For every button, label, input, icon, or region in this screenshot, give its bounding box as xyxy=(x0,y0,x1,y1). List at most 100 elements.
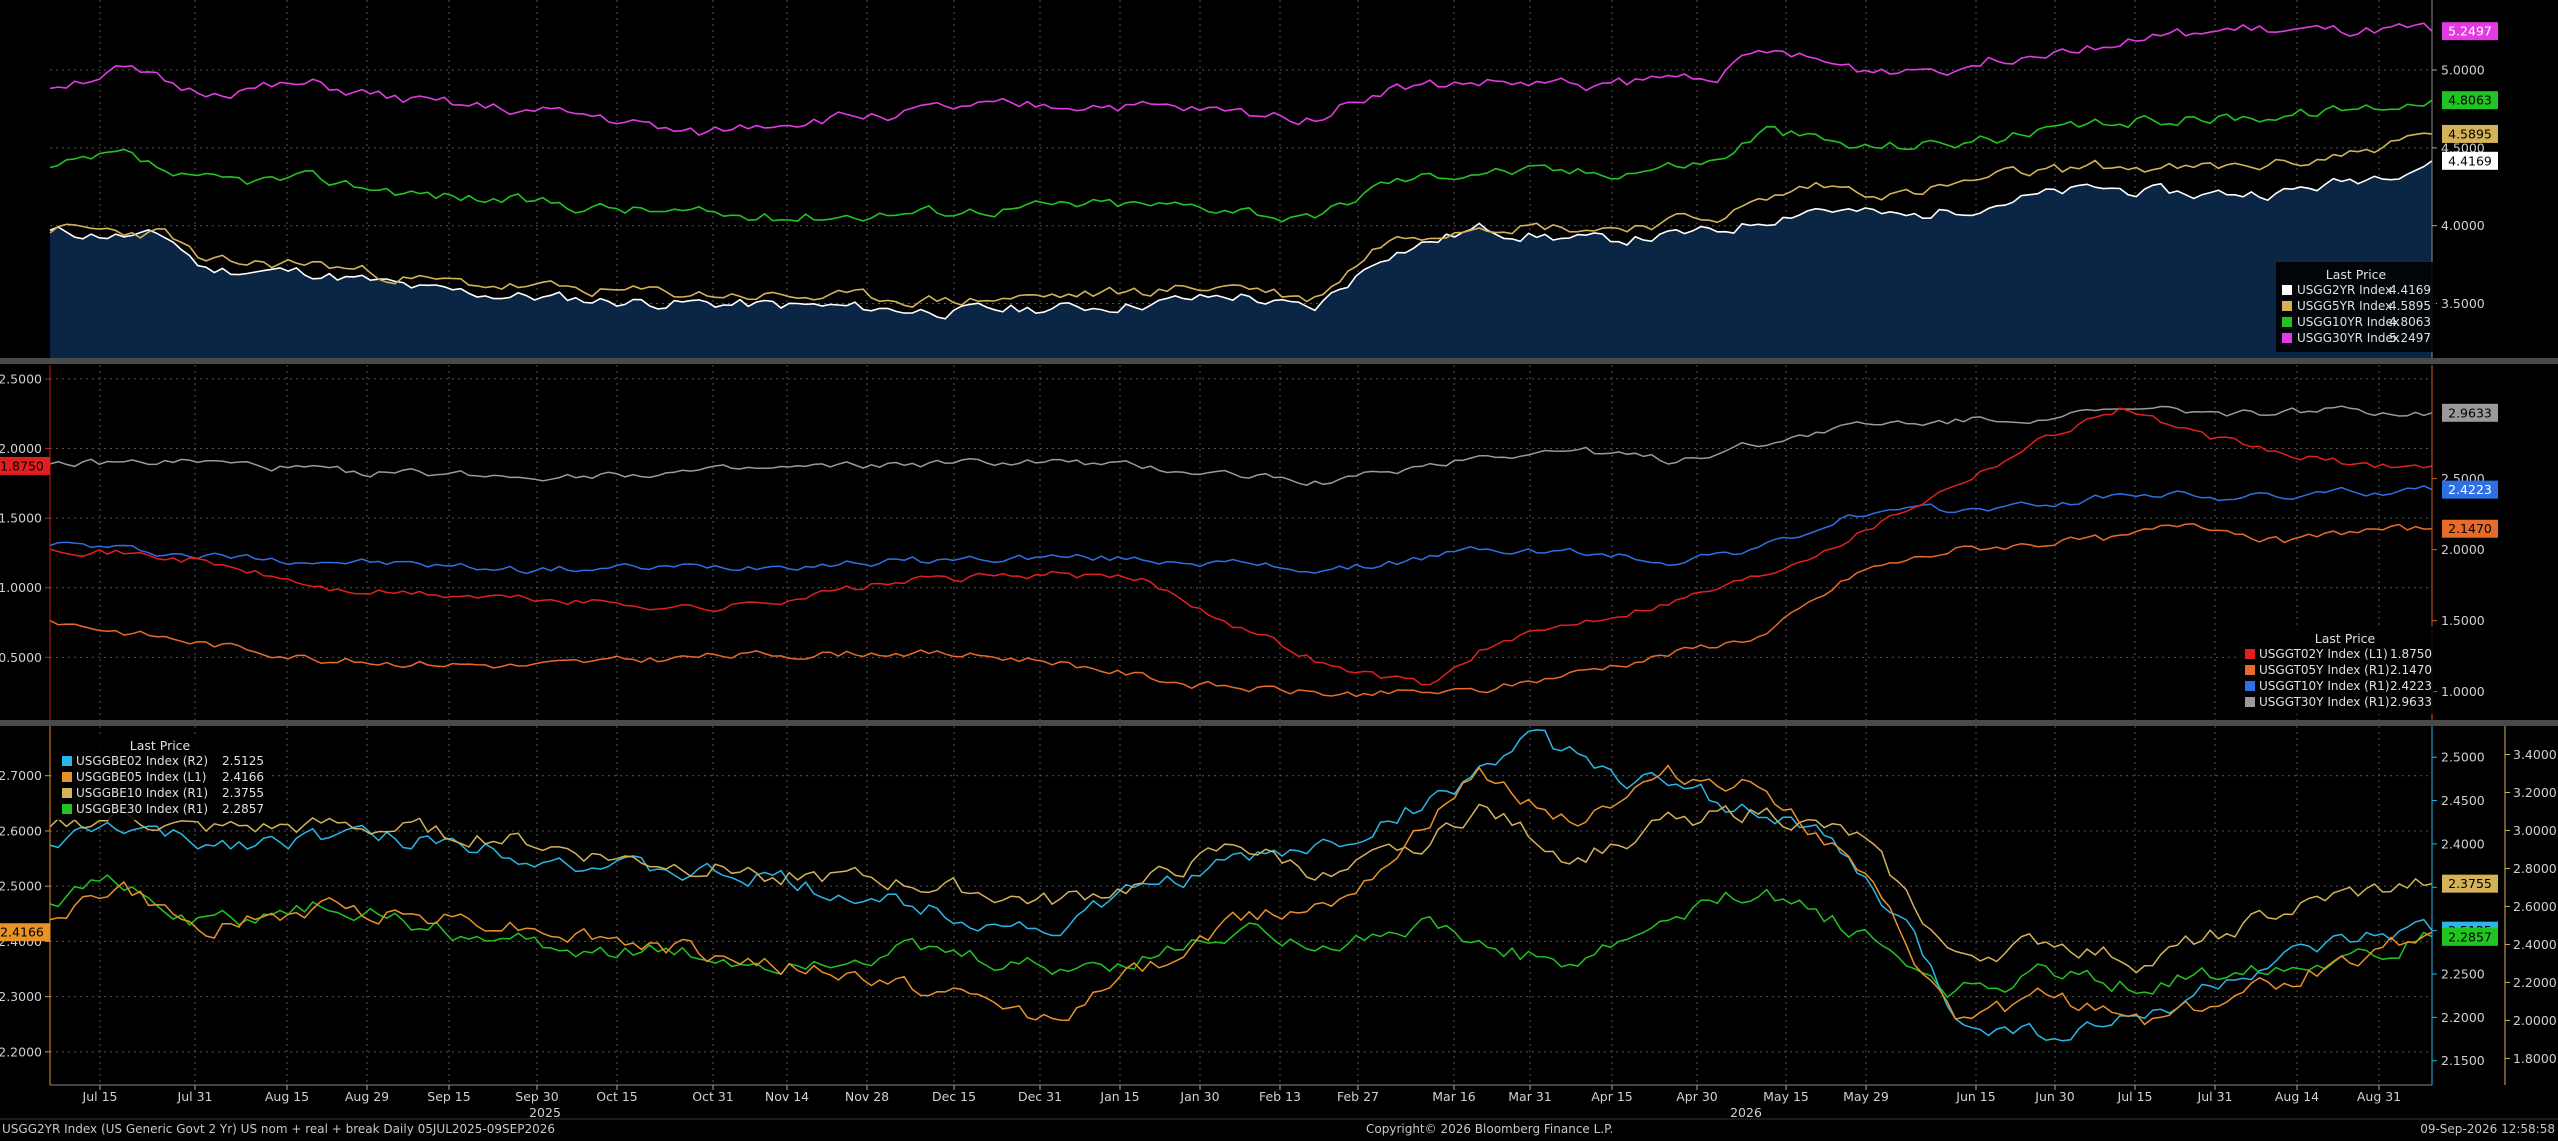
x-year-label: 2026 xyxy=(1730,1105,1762,1120)
svg-text:4.5895: 4.5895 xyxy=(2448,126,2492,141)
panel-divider[interactable] xyxy=(0,720,2558,726)
y-tick-label: 2.5000 xyxy=(0,371,42,386)
series-line-usggbe10-index[interactable] xyxy=(49,803,2433,974)
legend-value: 2.9633 xyxy=(2390,695,2432,709)
y-tick-label: 2.7000 xyxy=(0,768,42,783)
x-year-label: 2025 xyxy=(529,1105,561,1120)
x-tick-label: Jul 31 xyxy=(177,1089,213,1104)
footer: USGG2YR Index (US Generic Govt 2 Yr) US … xyxy=(0,1118,2558,1136)
y-tick-label: 2.8000 xyxy=(2513,861,2557,876)
value-tag-usggbe10-index: 2.3755 xyxy=(2442,874,2498,893)
x-tick-label: Apr 15 xyxy=(1591,1089,1633,1104)
series-line-usggt05y-index[interactable] xyxy=(49,523,2433,698)
y-tick-label: 3.5000 xyxy=(2441,296,2485,311)
y-tick-label: 4.0000 xyxy=(2441,218,2485,233)
series-line-usggbe05-index[interactable] xyxy=(49,764,2433,1026)
panel1-right-axis: 3.5000 4.0000 4.5000 5.0000 xyxy=(2432,63,2485,311)
y-tick-label: 4.5000 xyxy=(2441,140,2485,155)
x-tick-label: Aug 31 xyxy=(2357,1089,2401,1104)
y-tick-label: 2.3000 xyxy=(0,989,42,1004)
panel3-right-axis-r1: 1.8000 2.0000 2.2000 2.4000 2.6000 2.8000 3.00… xyxy=(2504,726,2557,1085)
legend-value: 2.2857 xyxy=(222,802,264,816)
panel-divider[interactable] xyxy=(0,358,2558,364)
x-tick-label: Feb 13 xyxy=(1259,1089,1301,1104)
usgg2yr-area-fill xyxy=(50,160,2432,358)
x-tick-label: Sep 30 xyxy=(515,1089,558,1104)
legend-value: 1.8750 xyxy=(2390,647,2432,661)
svg-text:4.8063: 4.8063 xyxy=(2448,93,2492,108)
series-line-usggt30y-index[interactable] xyxy=(49,405,2433,486)
value-tag-usgg5yr-index: 4.5895 xyxy=(2442,124,2498,143)
x-tick-label: May 29 xyxy=(1843,1089,1889,1104)
legend-swatch xyxy=(62,756,72,766)
x-tick-label: Jul 15 xyxy=(82,1089,118,1104)
legend-label: USGGBE30 Index (R1) xyxy=(76,802,208,816)
svg-text:2.1470: 2.1470 xyxy=(2448,521,2492,536)
x-tick-label: Jan 15 xyxy=(1099,1089,1139,1104)
value-tag-left-usggt02y-index: 1.8750 xyxy=(0,456,50,475)
y-tick-label: 1.0000 xyxy=(2441,684,2485,699)
y-tick-label: 1.5000 xyxy=(0,511,42,526)
x-tick-label: Nov 14 xyxy=(765,1089,809,1104)
y-tick-label: 2.6000 xyxy=(0,823,42,838)
x-tick-label: Jul 31 xyxy=(2197,1089,2233,1104)
x-tick-label: Jun 30 xyxy=(2034,1089,2074,1104)
y-tick-label: 0.5000 xyxy=(0,650,42,665)
legend-value: 2.4223 xyxy=(2390,679,2432,693)
grid-lines xyxy=(99,0,2380,1085)
legend-value: 4.8063 xyxy=(2389,315,2431,329)
value-tag-usgg2yr-index: 4.4169 xyxy=(2442,151,2498,170)
x-tick-label: Dec 31 xyxy=(1018,1089,1062,1104)
legend-value: 2.1470 xyxy=(2390,663,2432,677)
y-tick-label: 1.8000 xyxy=(2513,1051,2557,1066)
series-line-usgg5yr-index[interactable] xyxy=(49,132,2433,308)
y-tick-label: 5.0000 xyxy=(2441,63,2485,78)
x-tick-label: Aug 15 xyxy=(265,1089,309,1104)
x-tick-label: Nov 28 xyxy=(845,1089,889,1104)
series-line-usgg10yr-index[interactable] xyxy=(49,99,2433,223)
svg-text:4.4169: 4.4169 xyxy=(2448,153,2492,168)
x-tick-label: Jul 15 xyxy=(2117,1089,2153,1104)
x-tick-label: Oct 31 xyxy=(692,1089,734,1104)
x-tick-label: Oct 15 xyxy=(596,1089,638,1104)
legend-swatch xyxy=(2245,681,2255,691)
series-line-usgg2yr-index[interactable] xyxy=(49,160,2433,320)
series-line-usgg30yr-index[interactable] xyxy=(49,22,2433,137)
x-tick-label: Sep 15 xyxy=(427,1089,470,1104)
svg-text:5.2497: 5.2497 xyxy=(2448,24,2492,39)
y-tick-label: 2.0000 xyxy=(2441,542,2485,557)
y-tick-label: 2.5000 xyxy=(2441,750,2485,765)
y-tick-label: 1.5000 xyxy=(2441,613,2485,628)
legend-swatch xyxy=(62,772,72,782)
legend-title: Last Price xyxy=(130,738,191,753)
legend-title: Last Price xyxy=(2326,267,2387,282)
y-tick-label: 2.4000 xyxy=(2441,836,2485,851)
series-line-usggbe30-index[interactable] xyxy=(49,874,2433,999)
series-line-usggt10y-index[interactable] xyxy=(49,485,2433,575)
y-tick-label: 2.0000 xyxy=(2513,1013,2557,1028)
x-axis: Jul 15 Jul 31 Aug 15 Aug 29 Sep 15 Sep 30 Oct … xyxy=(50,1084,2432,1120)
value-tag-usgg10yr-index: 4.8063 xyxy=(2442,91,2498,110)
y-tick-label: 2.0000 xyxy=(0,441,42,456)
legend-swatch xyxy=(2245,697,2255,707)
svg-text:2.2857: 2.2857 xyxy=(2448,929,2492,944)
legend-value: 4.4169 xyxy=(2389,283,2431,297)
legend-swatch xyxy=(2282,285,2292,295)
legend-label: USGGBE02 Index (R2) xyxy=(76,754,208,768)
legend-swatch xyxy=(2245,649,2255,659)
legend-label: USGG5YR Index xyxy=(2297,299,2392,313)
legend-swatch xyxy=(2282,301,2292,311)
legend-label: USGG10YR Index xyxy=(2297,315,2400,329)
legend-value: 2.5125 xyxy=(222,754,264,768)
legend-label: USGGT10Y Index (R1) xyxy=(2259,679,2390,693)
value-tag-usggt10y-index: 2.4223 xyxy=(2442,480,2498,499)
y-tick-label: 2.2500 xyxy=(2441,967,2485,982)
legend-value: 4.5895 xyxy=(2389,299,2431,313)
x-tick-label: May 15 xyxy=(1763,1089,1809,1104)
series-line-usggt02y-index[interactable] xyxy=(49,407,2433,686)
